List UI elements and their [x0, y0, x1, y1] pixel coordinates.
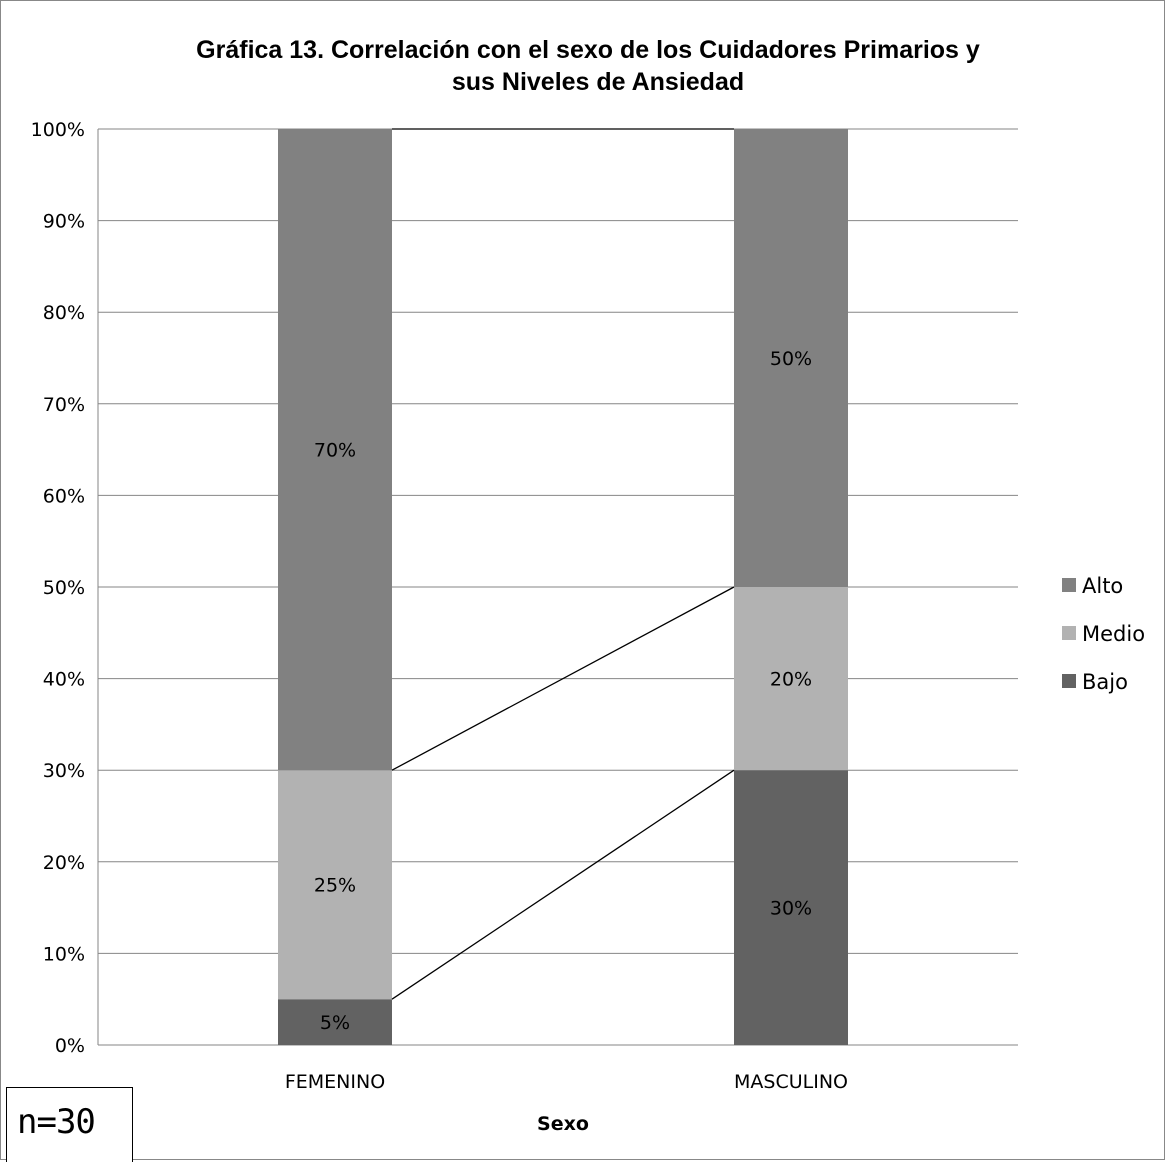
y-tick-label: 30% — [43, 760, 85, 782]
bar-medio-femenino — [278, 770, 392, 1000]
x-axis-label: Sexo — [537, 1113, 589, 1135]
data-labels: 5% 25% 70% 30% 20% 50% — [314, 348, 812, 1034]
gridlines — [97, 128, 1018, 1046]
x-axis-categories: FEMENINO MASCULINO — [285, 1071, 848, 1093]
data-label: 30% — [770, 898, 812, 920]
legend-swatch-medio — [1062, 626, 1076, 640]
series-line-medio — [391, 586, 735, 771]
y-tick-label: 0% — [55, 1035, 85, 1057]
sample-size-note: n=30 — [17, 1102, 96, 1142]
bar-bajo-femenino — [278, 999, 392, 1045]
y-tick-label: 100% — [31, 119, 85, 141]
legend-label-bajo: Bajo — [1082, 670, 1128, 694]
chart-title: Gráfica 13. Correlación con el sexo de l… — [196, 36, 980, 96]
x-tick-label: MASCULINO — [734, 1071, 848, 1093]
chart-title-line-1: Gráfica 13. Correlación con el sexo de l… — [196, 36, 980, 64]
y-tick-label: 10% — [43, 943, 85, 965]
bars — [278, 129, 848, 1045]
legend-label-medio: Medio — [1082, 622, 1145, 646]
data-label: 50% — [770, 348, 812, 370]
y-tick-label: 60% — [43, 485, 85, 507]
series-line-bajo — [391, 769, 735, 1000]
sample-size-box: n=30 — [6, 1087, 133, 1162]
bar-alto-femenino — [278, 129, 392, 771]
data-label: 20% — [770, 669, 812, 691]
bar-bajo-masculino — [734, 770, 848, 1045]
data-label: 5% — [320, 1012, 350, 1034]
data-label: 70% — [314, 440, 356, 462]
y-axis-ticks: 0% 10% 20% 30% 40% 50% 60% 70% 80% 90% 100% — [31, 119, 85, 1057]
legend: Alto Medio Bajo — [1062, 574, 1145, 694]
series-lines — [391, 128, 735, 1000]
data-label: 25% — [314, 875, 356, 897]
x-tick-label: FEMENINO — [285, 1071, 385, 1093]
y-tick-label: 80% — [43, 302, 85, 324]
y-tick-label: 90% — [43, 211, 85, 233]
legend-swatch-bajo — [1062, 674, 1076, 688]
chart-title-line-2: sus Niveles de Ansiedad — [452, 68, 744, 96]
y-tick-label: 50% — [43, 577, 85, 599]
y-tick-label: 70% — [43, 394, 85, 416]
y-tick-label: 20% — [43, 852, 85, 874]
bar-alto-masculino — [734, 129, 848, 587]
legend-swatch-alto — [1062, 578, 1076, 592]
legend-label-alto: Alto — [1082, 574, 1123, 598]
y-tick-label: 40% — [43, 669, 85, 691]
bar-medio-masculino — [734, 587, 848, 771]
